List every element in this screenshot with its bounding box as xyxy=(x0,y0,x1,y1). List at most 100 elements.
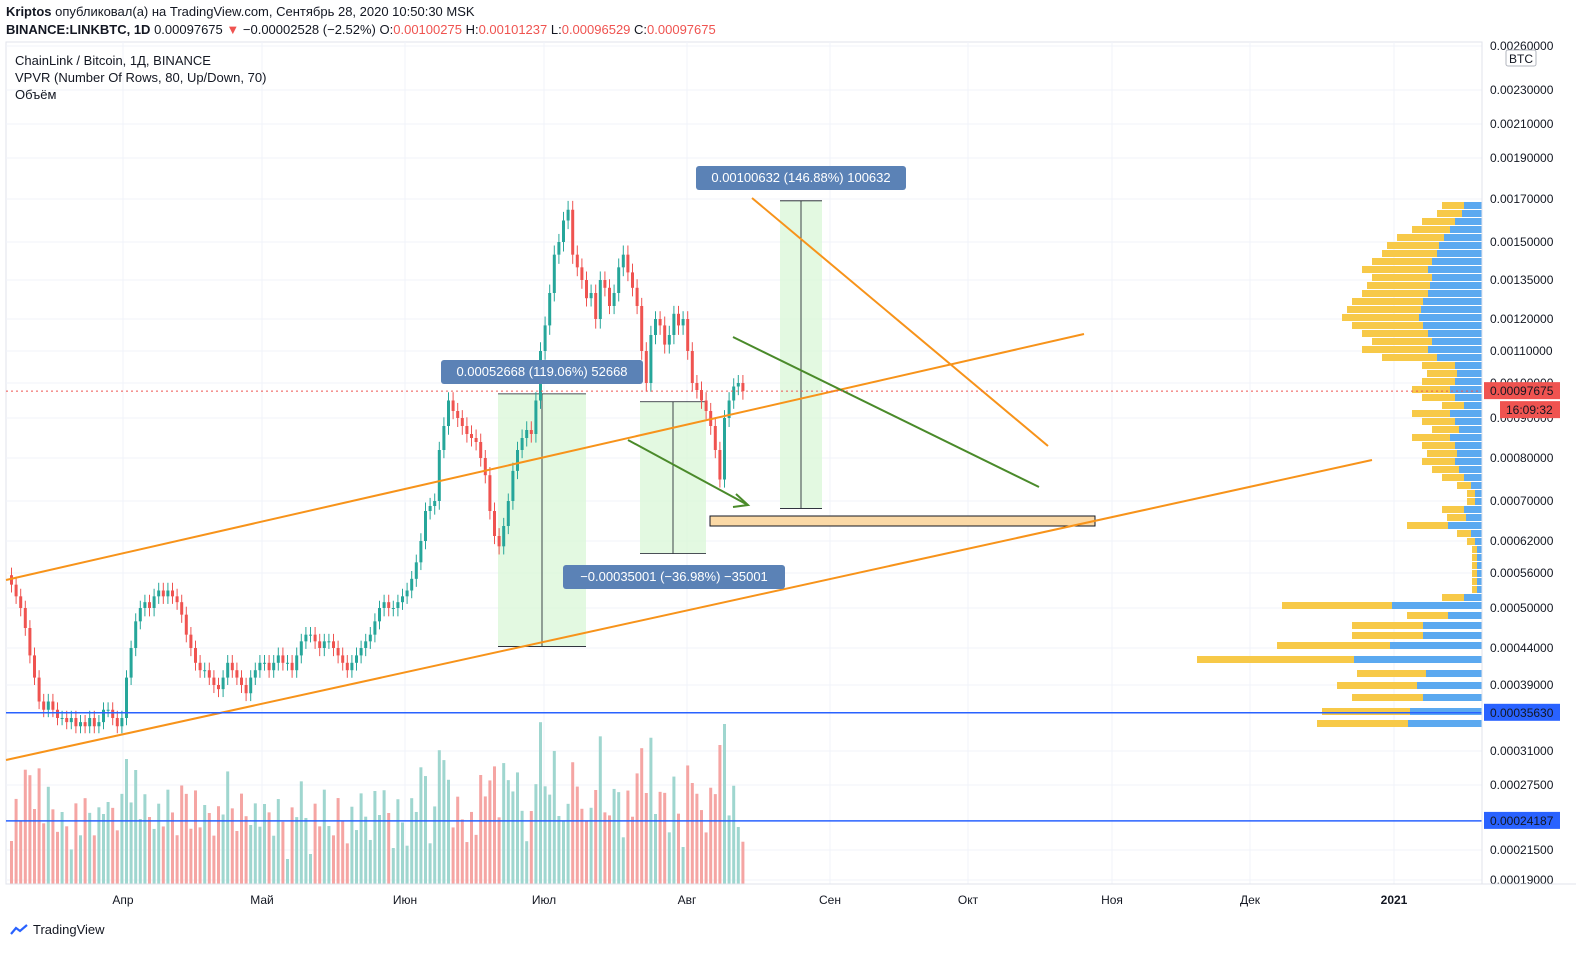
volume-bar xyxy=(621,837,625,884)
volume-bar xyxy=(644,793,648,884)
volume-bar xyxy=(309,854,312,884)
green-arrow-head-icon xyxy=(732,493,751,508)
volume-bar xyxy=(106,802,110,884)
vpvr-down-row xyxy=(1362,266,1428,273)
volume-bar xyxy=(56,831,59,884)
volume-bar xyxy=(736,827,740,884)
candle-body xyxy=(355,655,358,663)
candle-body xyxy=(83,722,87,727)
time-tick: Июн xyxy=(393,893,417,907)
candle-body xyxy=(529,430,533,434)
candle-body xyxy=(180,602,184,615)
candle-body xyxy=(575,254,579,268)
candle-body xyxy=(502,526,506,547)
volume-bar xyxy=(313,803,317,884)
candle-body xyxy=(736,383,740,387)
candle-body xyxy=(598,280,602,319)
volume-bar xyxy=(253,803,257,884)
vpvr-up-row xyxy=(1477,578,1482,585)
candle-body xyxy=(69,718,73,723)
last-price: 0.00097675 xyxy=(154,22,223,37)
candle-body xyxy=(92,718,96,727)
measure-label-3: 0.00100632 (146.88%) 100632 xyxy=(711,170,890,185)
candle-body xyxy=(718,450,722,480)
volume-bar xyxy=(88,812,92,884)
price-tick: 0.00019000 xyxy=(1490,873,1554,887)
legend-vpvr[interactable]: VPVR (Number Of Rows, 80, Up/Down, 70) xyxy=(15,70,267,85)
candle-body xyxy=(713,426,717,450)
candle-body xyxy=(543,325,547,351)
vpvr-down-row xyxy=(1422,394,1455,401)
candle-body xyxy=(313,634,317,642)
volume-bar xyxy=(83,798,87,884)
volume-bar xyxy=(33,809,36,884)
volume-bar xyxy=(663,792,667,884)
volume-bar xyxy=(732,785,736,884)
candle-body xyxy=(157,590,161,597)
volume-bar xyxy=(465,842,469,884)
vpvr-up-row xyxy=(1423,622,1482,629)
volume-bar xyxy=(631,816,634,884)
volume-bar xyxy=(566,803,570,884)
volume-bar xyxy=(230,808,234,884)
candle-body xyxy=(617,267,621,293)
vpvr-up-row xyxy=(1450,434,1482,441)
vpvr-down-row xyxy=(1352,622,1423,629)
time-tick: Июл xyxy=(532,893,556,907)
vpvr-up-row xyxy=(1423,694,1482,701)
volume-bar xyxy=(681,847,685,884)
vpvr-down-row xyxy=(1472,562,1477,569)
vpvr-down-row xyxy=(1382,354,1437,361)
price-axis[interactable]: 0.00260000 0.00230000 0.00210000 0.00190000… xyxy=(1481,39,1576,887)
measure-label-bg xyxy=(696,166,906,190)
vpvr-up-row xyxy=(1477,570,1482,577)
time-axis[interactable]: Апр Май Июн Июл Авг Сен Окт Ноя Дек 2021 xyxy=(6,883,1576,907)
volume-bar xyxy=(143,794,147,884)
volume-bar xyxy=(212,835,216,884)
volume-bar xyxy=(249,825,253,884)
candle-body xyxy=(451,400,455,411)
candle-body xyxy=(263,662,266,664)
vpvr-down-row xyxy=(1442,474,1464,481)
volume-bar xyxy=(516,772,519,884)
candle-body xyxy=(378,608,381,622)
vpvr-down-row xyxy=(1337,682,1417,689)
support-zone xyxy=(709,515,1096,527)
candle-body xyxy=(612,293,616,306)
candle-body xyxy=(332,641,335,648)
candle-body xyxy=(479,442,483,458)
candle-body xyxy=(741,383,745,392)
candle-body xyxy=(368,634,372,642)
vpvr-down-row xyxy=(1447,514,1466,521)
volume-bar xyxy=(410,798,414,884)
vpvr-up-row xyxy=(1477,586,1482,593)
measure-labels: 0.00052668 (119.06%) 52668 −0.00035001 (−… xyxy=(441,166,906,589)
volume-bar xyxy=(368,839,372,884)
candle-body xyxy=(700,390,703,401)
currency-badge xyxy=(1505,49,1537,67)
candle-body xyxy=(654,319,657,335)
candle-body xyxy=(580,267,584,280)
vpvr-down-row xyxy=(1422,442,1455,449)
volume-bar xyxy=(654,814,657,884)
volume-bar xyxy=(433,806,437,884)
legend-volume[interactable]: Объём xyxy=(15,87,57,102)
legend-title[interactable]: ChainLink / Bitcoin, 1Д, BINANCE xyxy=(15,53,211,68)
vpvr-up-row xyxy=(1354,656,1482,663)
vpvr-down-row xyxy=(1412,434,1450,441)
vpvr-down-row xyxy=(1472,546,1477,553)
vpvr-down-row xyxy=(1322,708,1410,715)
volume-bar xyxy=(603,812,607,884)
candle-body xyxy=(207,670,211,678)
candle-body xyxy=(97,722,101,727)
candle-body xyxy=(51,701,55,710)
candle-body xyxy=(364,641,368,648)
volume-bar xyxy=(497,817,501,884)
candle-body xyxy=(516,450,519,471)
tradingview-brand[interactable]: TradingView xyxy=(10,922,105,937)
price-tick: 0.00050000 xyxy=(1490,601,1554,615)
candle-body xyxy=(249,677,253,694)
candle-body xyxy=(23,608,27,628)
volume-bar xyxy=(14,798,18,884)
